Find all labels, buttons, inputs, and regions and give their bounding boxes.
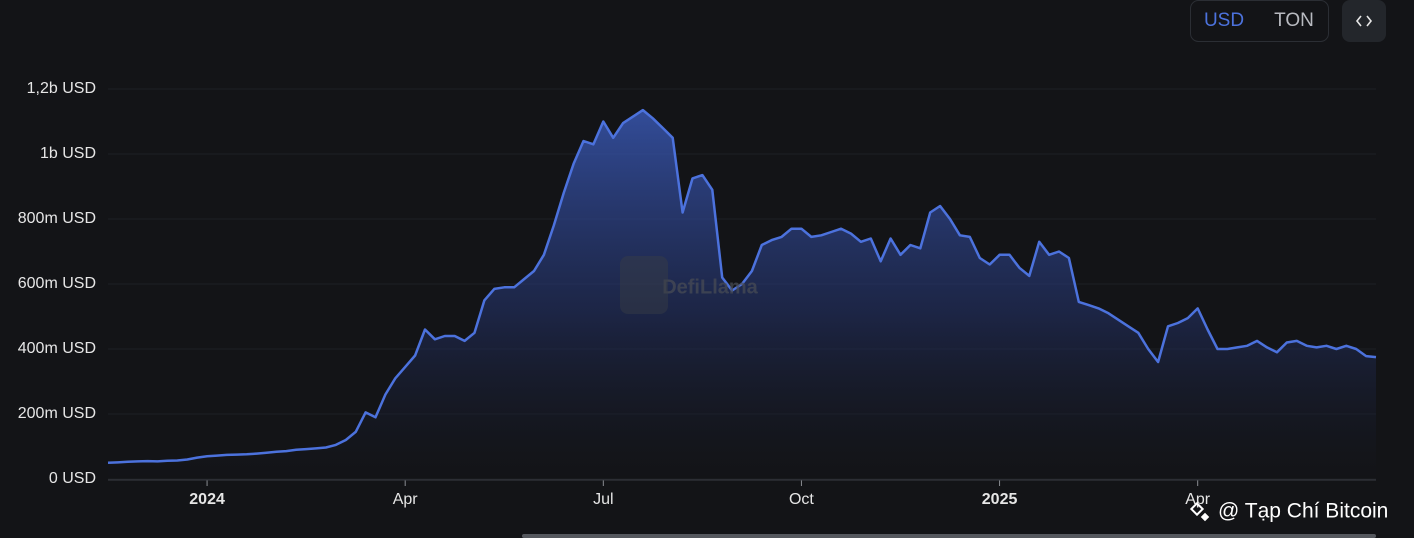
toggle-option[interactable]: USD (1204, 10, 1244, 31)
y-tick-label: 0 USD (49, 470, 96, 487)
embed-icon (1366, 15, 1373, 27)
embed-icon (1355, 15, 1362, 27)
embed-button-bg[interactable] (1342, 0, 1386, 42)
x-tick-label: Oct (789, 491, 814, 508)
y-tick-label: 600m USD (18, 275, 96, 292)
line (107, 108, 1377, 465)
y-tick-label: 1b USD (40, 145, 96, 162)
credit: @ Tạp Chí Bitcoin (1218, 500, 1388, 523)
toggle-option[interactable]: TON (1274, 10, 1314, 31)
area (108, 110, 1376, 479)
x-tick-label: Jul (593, 491, 613, 508)
y-tick-label: 400m USD (18, 340, 96, 357)
watermark: DefiLlama (662, 276, 758, 298)
x-tick-label: Apr (393, 491, 419, 508)
y-tick-label: 1,2b USD (27, 80, 96, 97)
credit-logo (1189, 501, 1210, 522)
y-tick-label: 200m USD (18, 405, 96, 422)
watermark-logo (620, 256, 668, 314)
plot-area: 0 USD 200m USD 400m USD 600m USD 800m USD 1b … (18, 80, 1377, 508)
credit-icon (1200, 512, 1210, 522)
x-tick-label: 2024 (189, 491, 225, 508)
embed-button[interactable] (1342, 0, 1386, 42)
x-tick-label: Apr (1185, 491, 1211, 508)
x-tick-label: 2025 (982, 491, 1018, 508)
scrollbar[interactable] (522, 534, 1376, 538)
y-tick-label: 800m USD (18, 210, 96, 227)
credit-icon (1189, 501, 1205, 517)
currency-toggle (1190, 0, 1329, 42)
